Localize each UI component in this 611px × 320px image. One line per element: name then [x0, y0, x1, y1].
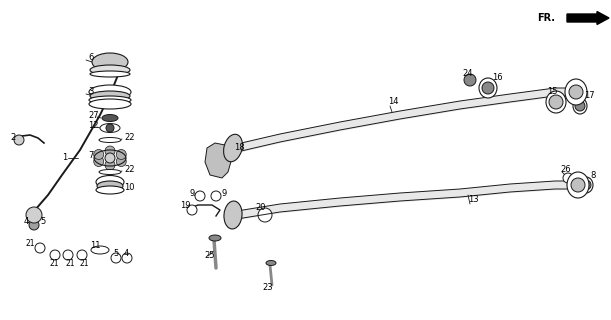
Text: 26: 26: [560, 165, 571, 174]
Text: 21: 21: [25, 239, 34, 249]
Text: 19: 19: [180, 202, 191, 211]
Ellipse shape: [224, 201, 242, 229]
Text: 10: 10: [124, 183, 134, 193]
Circle shape: [482, 82, 494, 94]
Text: 5: 5: [40, 218, 45, 227]
Text: 4: 4: [124, 250, 130, 259]
Ellipse shape: [96, 175, 124, 188]
Text: 9: 9: [221, 189, 226, 198]
Text: 27: 27: [88, 111, 98, 121]
Ellipse shape: [266, 260, 276, 266]
Ellipse shape: [90, 65, 130, 75]
Text: 7: 7: [88, 151, 93, 161]
Ellipse shape: [99, 170, 121, 174]
Ellipse shape: [479, 78, 497, 98]
Text: 3: 3: [88, 87, 93, 97]
Ellipse shape: [92, 53, 128, 71]
Circle shape: [187, 205, 197, 215]
Circle shape: [258, 208, 272, 222]
Circle shape: [116, 149, 126, 159]
Circle shape: [111, 253, 121, 263]
Circle shape: [50, 250, 60, 260]
Circle shape: [77, 250, 87, 260]
Ellipse shape: [90, 71, 130, 77]
Polygon shape: [205, 143, 232, 178]
Text: 13: 13: [468, 196, 478, 204]
Circle shape: [29, 220, 39, 230]
Ellipse shape: [567, 172, 589, 198]
Ellipse shape: [573, 98, 587, 114]
Circle shape: [569, 85, 583, 99]
Ellipse shape: [565, 79, 587, 105]
Text: 12: 12: [88, 122, 98, 131]
Circle shape: [105, 146, 115, 156]
Ellipse shape: [91, 246, 109, 254]
Circle shape: [195, 191, 205, 201]
Circle shape: [211, 191, 221, 201]
Ellipse shape: [579, 177, 593, 193]
Ellipse shape: [97, 181, 123, 191]
Text: 11: 11: [90, 242, 100, 251]
Ellipse shape: [100, 124, 120, 132]
Circle shape: [14, 135, 24, 145]
Circle shape: [549, 95, 563, 109]
Ellipse shape: [102, 115, 118, 122]
Text: 18: 18: [234, 143, 244, 153]
Ellipse shape: [209, 235, 221, 241]
Ellipse shape: [89, 96, 131, 104]
Circle shape: [63, 250, 73, 260]
Text: 16: 16: [492, 74, 503, 83]
Text: 22: 22: [124, 165, 134, 174]
Text: 24: 24: [462, 68, 472, 77]
Ellipse shape: [90, 91, 130, 101]
Ellipse shape: [89, 85, 131, 99]
Text: 6: 6: [88, 53, 93, 62]
Circle shape: [116, 156, 126, 166]
Text: 21: 21: [65, 260, 75, 268]
Circle shape: [464, 74, 476, 86]
Circle shape: [105, 160, 115, 170]
Circle shape: [122, 253, 132, 263]
Text: 1: 1: [62, 154, 67, 163]
Text: 23: 23: [263, 284, 273, 292]
Circle shape: [581, 180, 591, 190]
FancyArrow shape: [567, 12, 609, 25]
Text: 15: 15: [547, 87, 557, 97]
Circle shape: [563, 173, 573, 183]
Circle shape: [26, 207, 42, 223]
Text: 4: 4: [24, 218, 29, 227]
Ellipse shape: [89, 99, 131, 109]
Text: 25: 25: [204, 252, 214, 260]
Circle shape: [571, 178, 585, 192]
Circle shape: [575, 101, 585, 111]
Text: 20: 20: [255, 204, 266, 212]
Text: FR.: FR.: [537, 13, 555, 23]
Text: 5: 5: [113, 250, 119, 259]
Text: 9: 9: [190, 189, 196, 198]
Circle shape: [105, 153, 115, 163]
Text: 17: 17: [584, 92, 595, 100]
Circle shape: [35, 243, 45, 253]
Ellipse shape: [546, 91, 566, 113]
Ellipse shape: [99, 138, 121, 142]
Text: 21: 21: [50, 260, 59, 268]
Ellipse shape: [224, 134, 243, 162]
Text: 22: 22: [124, 133, 134, 142]
Ellipse shape: [96, 186, 124, 194]
Text: 8: 8: [590, 172, 595, 180]
Text: 21: 21: [80, 260, 89, 268]
Text: 14: 14: [388, 98, 398, 107]
Text: 2: 2: [10, 133, 15, 142]
Circle shape: [106, 124, 114, 132]
Circle shape: [93, 149, 104, 159]
Circle shape: [93, 156, 104, 166]
